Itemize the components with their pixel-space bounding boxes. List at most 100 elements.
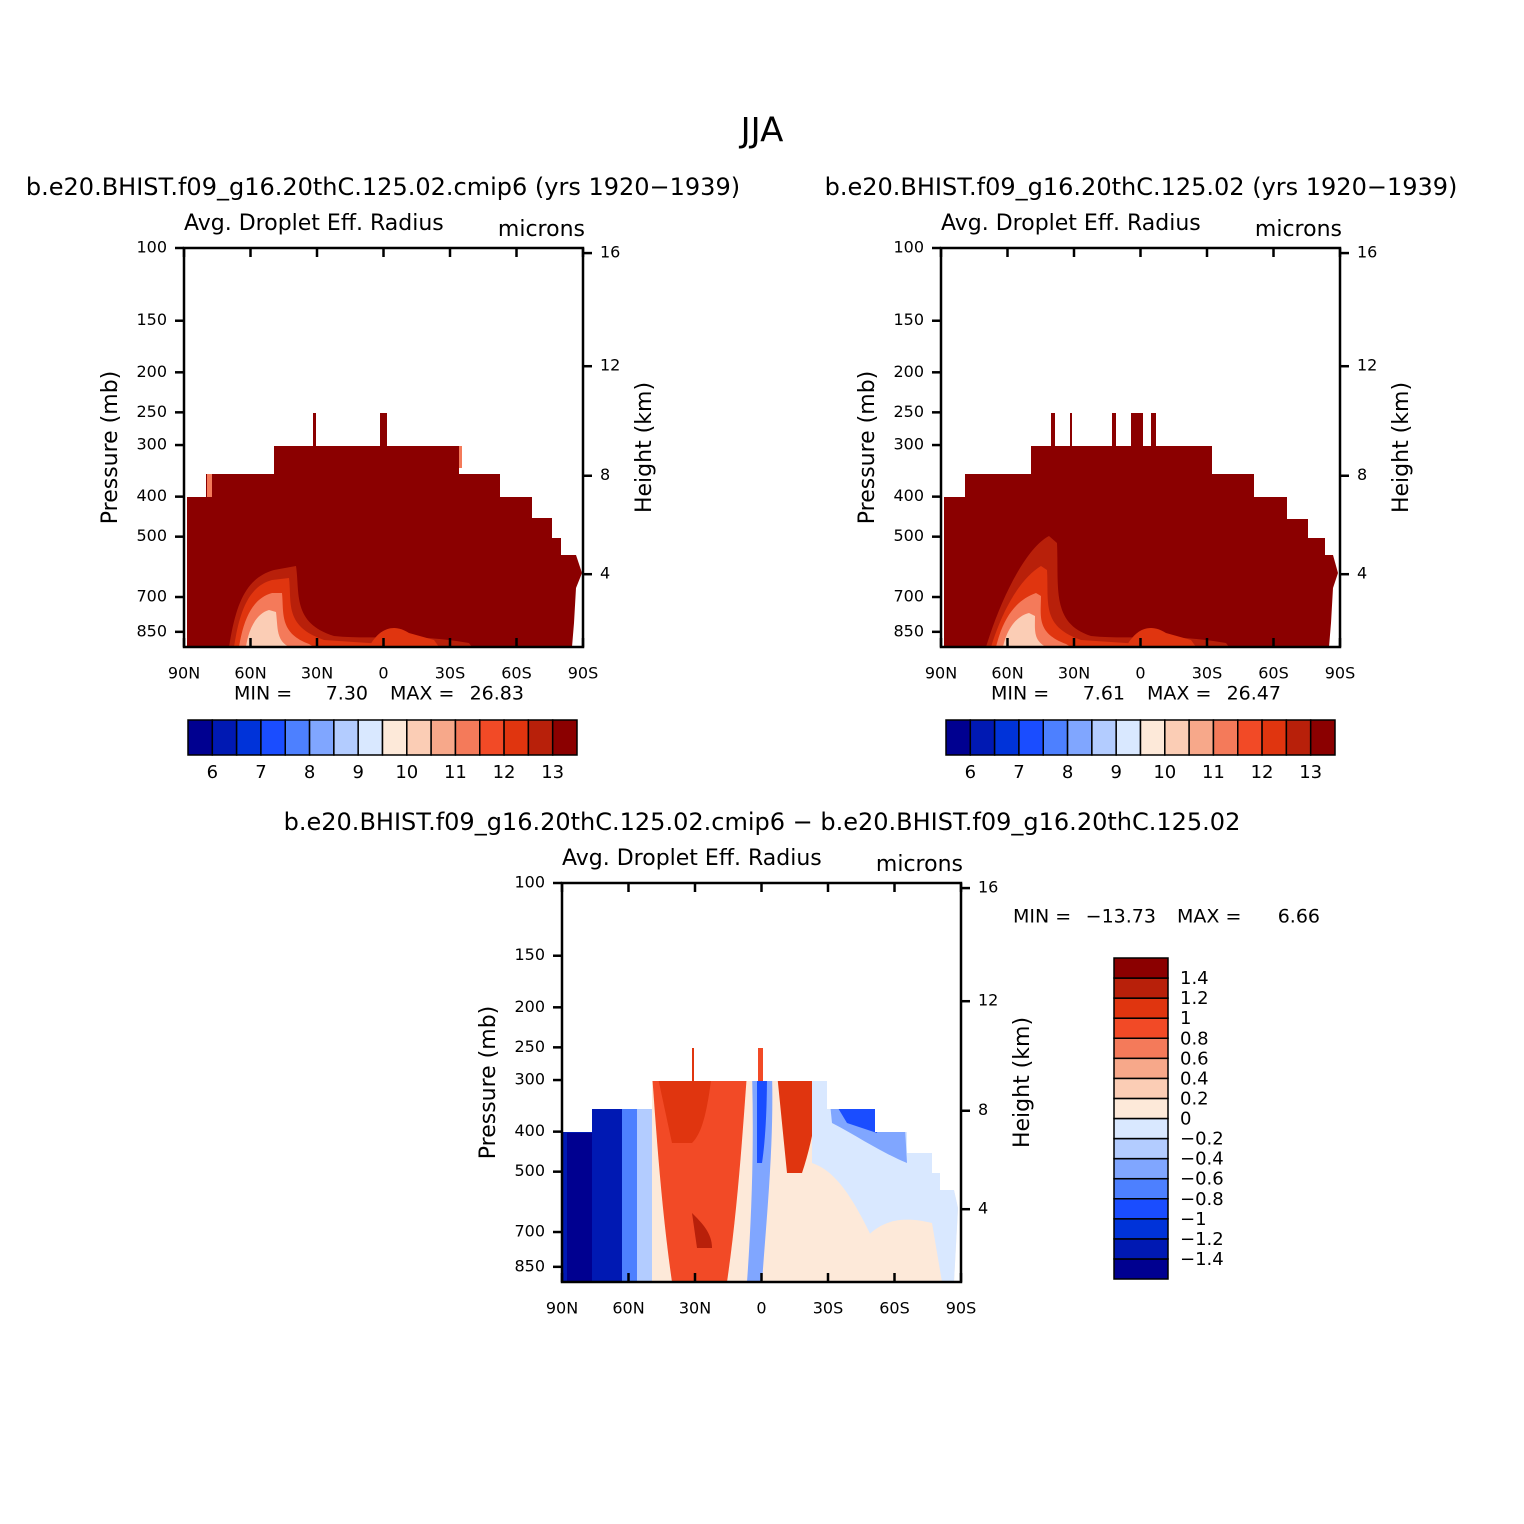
y2-tick-label: 8 [600, 465, 610, 484]
colorbar-label: −0.2 [1180, 1129, 1224, 1150]
y2-tick-label: 8 [978, 1100, 988, 1119]
y-tick-label: 850 [514, 1256, 545, 1275]
colorbar-box [1113, 1077, 1169, 1100]
colorbar-box [430, 719, 457, 756]
colorbar-box [1139, 719, 1166, 756]
y-tick-label: 300 [136, 435, 167, 454]
x-tick-label: 90N [168, 664, 200, 683]
x-tick-label: 30N [301, 664, 333, 683]
subtitle: Avg. Droplet Eff. Radius [941, 211, 1201, 236]
contour-field [187, 413, 582, 647]
y-tick-label: 200 [893, 362, 924, 381]
colorbar-box [1113, 997, 1169, 1019]
panel-title: b.e20.BHIST.f09_g16.20thC.125.02.cmip6 (… [26, 173, 740, 201]
y-axis-label: Pressure (mb) [855, 371, 880, 525]
colorbar-box [1212, 719, 1239, 756]
y-tick-label: 500 [136, 526, 167, 545]
x-tick-label: 30S [813, 1299, 844, 1318]
colorbar-box [260, 719, 286, 756]
colorbar-box [357, 719, 384, 756]
x-tick-label: 90S [568, 664, 599, 683]
stat-name: MIN = [1013, 906, 1071, 928]
colorbar-box [1113, 1097, 1169, 1120]
colorbar-box [1113, 1057, 1169, 1080]
y-tick-label: 200 [136, 362, 167, 381]
y-tick-label: 700 [136, 587, 167, 606]
colorbar-box [551, 719, 578, 756]
colorbar-label: 0 [1180, 1109, 1191, 1130]
colorbar-box [1042, 719, 1069, 756]
y-tick-label: 250 [136, 402, 167, 421]
x-tick-label: 60S [879, 1299, 910, 1318]
y-tick-label: 250 [514, 1037, 545, 1056]
y-tick-label: 850 [136, 621, 167, 640]
stat-value: 6.66 [1278, 906, 1320, 928]
y-tick-label: 500 [893, 526, 924, 545]
y-tick-label: 100 [514, 873, 545, 892]
y-tick-label: 500 [514, 1161, 545, 1180]
y-tick-label: 300 [893, 435, 924, 454]
colorbar-label: 0.6 [1180, 1048, 1209, 1069]
panel-title: b.e20.BHIST.f09_g16.20thC.125.02.cmip6 −… [284, 808, 1241, 836]
x-tick-label: 60N [612, 1299, 644, 1318]
x-tick-label: 60S [1258, 664, 1289, 683]
y2-tick-label: 4 [1357, 564, 1367, 583]
y-tick-label: 200 [514, 997, 545, 1016]
x-tick-label: 0 [378, 664, 388, 683]
colorbar-label: −1 [1180, 1209, 1207, 1230]
units: microns [498, 217, 585, 242]
y-tick-label: 400 [136, 486, 167, 505]
y-tick-label: 100 [136, 238, 167, 257]
subtitle: Avg. Droplet Eff. Radius [184, 211, 444, 236]
colorbar-label: 10 [1153, 762, 1176, 783]
colorbar-label: 12 [1251, 762, 1274, 783]
y2-tick-label: 4 [978, 1199, 988, 1218]
y-tick-label: 150 [136, 310, 167, 329]
colorbar-box [993, 719, 1020, 756]
y2-tick-label: 16 [600, 243, 620, 262]
colorbar-box [1113, 977, 1169, 999]
y-tick-label: 150 [893, 310, 924, 329]
x-tick-label: 90S [1325, 664, 1356, 683]
colorbar-box [1091, 719, 1117, 756]
y2-tick-label: 4 [600, 564, 610, 583]
contour-field [562, 1048, 958, 1282]
colorbar-label: 0.2 [1180, 1088, 1209, 1109]
colorbar-box [1066, 719, 1093, 756]
colorbar-box [1113, 1157, 1169, 1180]
x-tick-label: 30N [679, 1299, 711, 1318]
colorbar-box [1018, 719, 1044, 756]
units: microns [1255, 217, 1342, 242]
y-axis-label: Pressure (mb) [98, 371, 123, 525]
colorbar-label: 7 [1013, 762, 1024, 783]
x-tick-label: 30S [435, 664, 466, 683]
y2-tick-label: 16 [978, 878, 998, 897]
x-tick-label: 60N [991, 664, 1023, 683]
colorbar-box [211, 719, 238, 756]
x-tick-label: 0 [756, 1299, 766, 1318]
colorbar-box [284, 719, 311, 756]
x-tick-label: 60S [501, 664, 532, 683]
figure-title: JJA [739, 111, 784, 151]
stat-name: MIN = [234, 683, 292, 705]
colorbar-box [1188, 719, 1215, 756]
colorbar-label: 1.2 [1180, 988, 1209, 1009]
y2-tick-label: 12 [1357, 356, 1377, 375]
stat-name: MAX = [1147, 683, 1211, 705]
colorbar-box [1113, 1117, 1169, 1140]
y-tick-label: 850 [893, 621, 924, 640]
x-tick-label: 90S [946, 1299, 977, 1318]
colorbar-box [1261, 719, 1288, 756]
y2-axis-label: Height (km) [1389, 382, 1414, 513]
stat-value: 7.30 [326, 683, 368, 705]
colorbar-label: 13 [1299, 762, 1322, 783]
colorbar-label: 1 [1180, 1008, 1191, 1029]
y-tick-label: 150 [514, 945, 545, 964]
stat-value: 26.47 [1227, 683, 1281, 705]
colorbar-box [333, 719, 359, 756]
y-tick-label: 400 [893, 486, 924, 505]
colorbar-label: 6 [207, 762, 218, 783]
colorbar-box [527, 719, 554, 756]
colorbar-box [454, 719, 481, 756]
